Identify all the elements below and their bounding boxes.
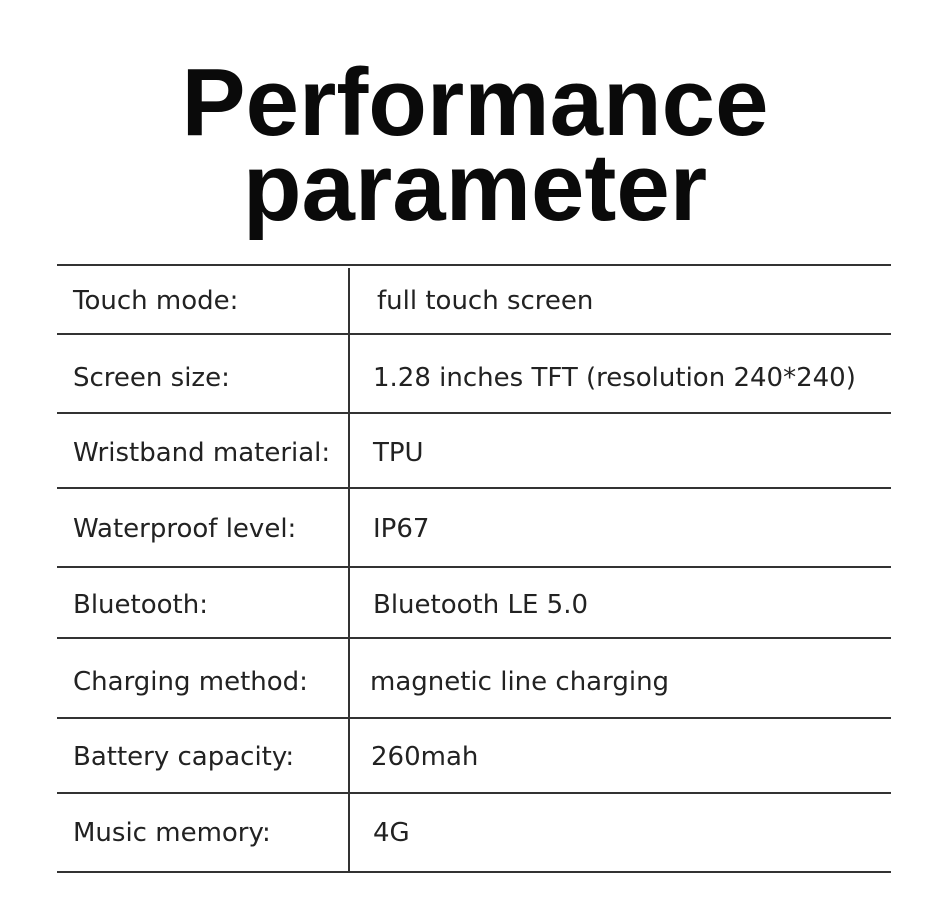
- row-value: 260mah: [371, 742, 479, 772]
- row-value: TPU: [373, 438, 424, 468]
- page-title-line-2: parameter: [242, 134, 708, 241]
- row-label: Bluetooth:: [73, 590, 208, 620]
- row-value: magnetic line charging: [370, 667, 670, 697]
- row-value: Bluetooth LE 5.0: [373, 590, 589, 620]
- row-value: full touch screen: [377, 286, 594, 316]
- row-label: Charging method:: [73, 667, 308, 697]
- row-label: Wristband material:: [73, 438, 331, 468]
- row-value: 1.28 inches TFT (resolution 240*240): [373, 363, 856, 393]
- row-label: Battery capacity:: [73, 742, 295, 772]
- table-divider: [57, 566, 891, 568]
- table-divider: [57, 871, 891, 873]
- column-divider: [348, 268, 350, 872]
- row-label: Waterproof level:: [73, 514, 297, 544]
- table-divider: [57, 412, 891, 414]
- table-divider: [57, 333, 891, 335]
- table-divider: [57, 637, 891, 639]
- table-divider: [57, 717, 891, 719]
- row-value: IP67: [373, 514, 430, 544]
- table-divider: [57, 792, 891, 794]
- table-divider: [57, 264, 891, 266]
- table-divider: [57, 487, 891, 489]
- row-value: 4G: [373, 818, 410, 848]
- page-title-line-1: Performance: [181, 49, 769, 156]
- row-label: Touch mode:: [73, 286, 239, 316]
- row-label: Screen size:: [73, 363, 230, 393]
- row-label: Music memory:: [73, 818, 271, 848]
